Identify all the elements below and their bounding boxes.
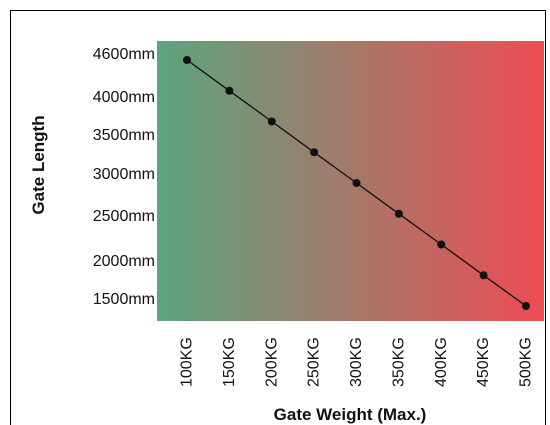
x-tick-label: 150KG xyxy=(221,337,238,387)
series-markers xyxy=(183,56,530,310)
y-tick-label: 3500mm xyxy=(93,127,155,144)
x-tick-label: 350KG xyxy=(390,337,407,387)
y-tick-label: 3000mm xyxy=(93,166,155,183)
data-point xyxy=(183,56,191,64)
x-tick-label: 200KG xyxy=(263,337,280,387)
x-tick-label: 450KG xyxy=(475,337,492,387)
data-point xyxy=(479,271,488,280)
data-point xyxy=(437,240,446,249)
plot-area xyxy=(157,41,544,321)
y-tick-label: 2500mm xyxy=(93,208,155,225)
data-point xyxy=(267,117,276,126)
y-tick-label: 2000mm xyxy=(93,253,155,270)
x-tick-label: 100KG xyxy=(179,337,196,387)
y-tick-label: 4000mm xyxy=(93,89,155,106)
x-tick-label: 500KG xyxy=(518,337,535,387)
data-point xyxy=(225,86,234,95)
y-axis-title: Gate Length xyxy=(29,115,48,214)
y-axis-tick-labels: 4600mm 4000mm 3500mm 3000mm 2500mm 2000mm 1500… xyxy=(93,46,155,308)
x-axis-tick-labels: 100KG 150KG 200KG 250KG 300KG 350KG 400KG 450KG… xyxy=(179,337,535,387)
x-tick-label: 400KG xyxy=(433,337,450,387)
x-tick-label: 300KG xyxy=(348,337,365,387)
x-tick-label: 250KG xyxy=(306,337,323,387)
chart-frame xyxy=(10,10,546,425)
y-tick-label: 4600mm xyxy=(93,46,155,63)
y-tick-label: 1500mm xyxy=(93,291,155,308)
data-point xyxy=(352,179,361,187)
data-point xyxy=(310,148,319,157)
x-axis-title: Gate Weight (Max.) xyxy=(274,405,427,424)
data-point xyxy=(394,209,403,218)
data-point xyxy=(522,302,530,310)
